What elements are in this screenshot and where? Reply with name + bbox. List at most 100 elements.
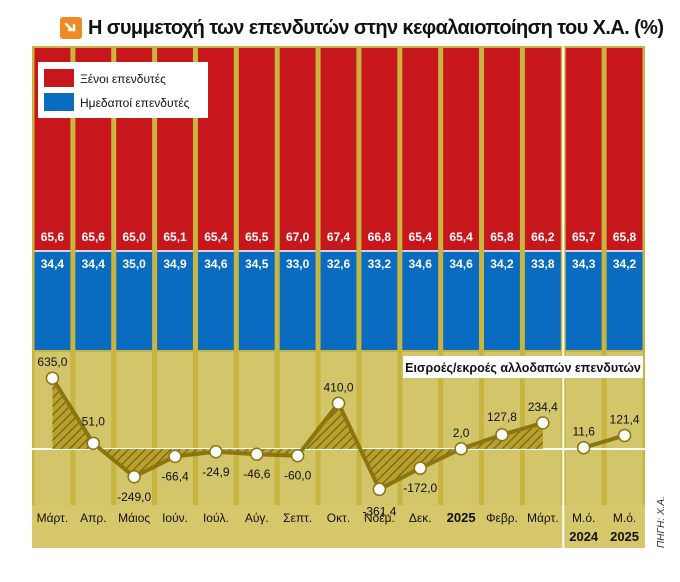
bar-domestic-value: 32,6: [327, 257, 351, 271]
flow-point: [372, 482, 387, 497]
x-axis-band: [32, 505, 645, 548]
legend-label-domestic: Ημεδαποί επενδυτές: [80, 96, 190, 110]
bar-domestic-value: 34,4: [82, 257, 106, 271]
source-note: ΠΗΓΗ: Χ.Α.: [656, 496, 667, 548]
legend-swatch-foreign: [44, 69, 74, 87]
x-tick-label: Μ.ό.: [613, 511, 636, 525]
bar-domestic: [361, 251, 398, 350]
flows-title: Εισροές/εκροές αλλοδαπών επενδυτών: [405, 361, 641, 375]
flow-point: [331, 396, 346, 411]
flow-column-bg: [157, 352, 193, 505]
x-tick-label: Μάιος: [118, 511, 150, 525]
flow-column-bg: [238, 352, 275, 505]
bar-domestic: [524, 251, 561, 350]
bar-foreign-value: 65,5: [245, 230, 269, 244]
x-tick-year: 2025: [610, 529, 639, 544]
flow-point: [536, 416, 550, 430]
x-tick-label: Απρ.: [80, 511, 106, 525]
bar-domestic-value: 33,0: [286, 257, 310, 271]
bar-domestic: [238, 251, 275, 350]
arrow-icon: [60, 17, 82, 39]
flow-column-bg: [197, 352, 234, 505]
x-tick-label: Οκτ.: [327, 511, 350, 525]
bar-foreign-value: 65,0: [122, 230, 146, 244]
bar-foreign: [238, 48, 275, 251]
x-tick-label: Νοέμ.: [364, 511, 395, 525]
flow-point: [413, 461, 427, 475]
flow-value-label: -172,0: [403, 481, 437, 495]
bar-domestic-value: 34,5: [245, 257, 269, 271]
bar-foreign-value: 65,1: [163, 230, 187, 244]
chart-title: Η συμμετοχή των επενδυτών στην κεφαλαιοπ…: [88, 16, 664, 39]
bar-foreign-value: 65,6: [82, 230, 106, 244]
bar-foreign-value: 65,8: [490, 230, 514, 244]
bar-foreign-value: 65,8: [613, 230, 637, 244]
bar-domestic-value: 34,4: [41, 257, 65, 271]
bar-domestic: [402, 251, 439, 350]
bar-domestic: [320, 251, 357, 350]
bar-domestic-value: 33,2: [368, 257, 392, 271]
bar-foreign-value: 66,8: [368, 230, 392, 244]
bar-foreign-value: 67,0: [286, 230, 310, 244]
flow-value-label: 11,6: [572, 425, 595, 439]
bar-foreign-value: 65,7: [572, 230, 596, 244]
flow-point: [617, 428, 632, 443]
bar-foreign: [524, 48, 561, 251]
bar-foreign-value: 65,4: [204, 230, 228, 244]
bar-domestic: [75, 251, 112, 350]
x-tick-label: Μ.ό.: [572, 511, 595, 525]
bar-foreign: [606, 48, 643, 251]
bar-foreign: [320, 48, 357, 251]
bar-foreign: [565, 48, 602, 251]
flow-point: [127, 470, 141, 484]
x-tick-label: Μάρτ.: [37, 511, 69, 525]
bar-foreign: [484, 48, 520, 251]
chart-title-bar: Η συμμετοχή των επενδυτών στην κεφαλαιοπ…: [60, 15, 664, 41]
bar-foreign: [279, 48, 316, 251]
x-tick-label: Σεπτ.: [283, 511, 312, 525]
bar-foreign: [361, 48, 398, 251]
flow-point: [209, 445, 223, 459]
bar-domestic: [116, 251, 153, 350]
bar-domestic-value: 35,0: [122, 257, 146, 271]
flow-value-label: 121,4: [610, 412, 640, 426]
bar-domestic: [443, 251, 480, 350]
x-tick-year: 2025: [447, 510, 476, 525]
flows-title-box: [403, 356, 643, 378]
legend-swatch-domestic: [44, 93, 74, 111]
bar-domestic: [197, 251, 234, 350]
flow-point: [454, 442, 468, 456]
bar-domestic-value: 34,9: [163, 257, 187, 271]
bar-domestic-value: 34,2: [490, 257, 514, 271]
x-tick-label: Δεκ.: [409, 511, 432, 525]
flow-point: [250, 447, 264, 461]
bar-foreign-value: 65,4: [409, 230, 433, 244]
bar-foreign: [443, 48, 480, 251]
x-tick-label: Ιούν.: [162, 511, 188, 525]
bar-foreign-value: 65,6: [41, 230, 65, 244]
bar-domestic: [565, 251, 602, 350]
bar-foreign: [402, 48, 439, 251]
flow-value-label: -60,0: [284, 469, 312, 483]
legend-label-foreign: Ξένοι επενδυτές: [80, 72, 166, 86]
bar-domestic-value: 34,2: [613, 257, 637, 271]
flow-line-averages: [583, 433, 626, 450]
bar-domestic-value: 34,6: [409, 257, 433, 271]
bar-domestic: [606, 251, 643, 350]
bar-domestic-value: 33,8: [531, 257, 555, 271]
flow-value-label: 127,8: [487, 410, 517, 424]
bar-domestic: [279, 251, 316, 350]
flow-value-label: 2,0: [453, 426, 470, 440]
bar-domestic-value: 34,3: [572, 257, 596, 271]
bar-domestic-value: 34,6: [449, 257, 473, 271]
bar-domestic: [484, 251, 520, 350]
x-tick-label: Φεβρ.: [486, 511, 518, 525]
flow-value-label: -66,4: [161, 469, 189, 483]
flow-value-label: 635,0: [37, 355, 67, 369]
flow-value-label: 234,4: [528, 400, 558, 414]
x-tick-year: 2024: [569, 529, 599, 544]
bar-domestic-value: 34,6: [204, 257, 228, 271]
flow-point: [45, 371, 60, 385]
bar-domestic: [34, 251, 71, 350]
